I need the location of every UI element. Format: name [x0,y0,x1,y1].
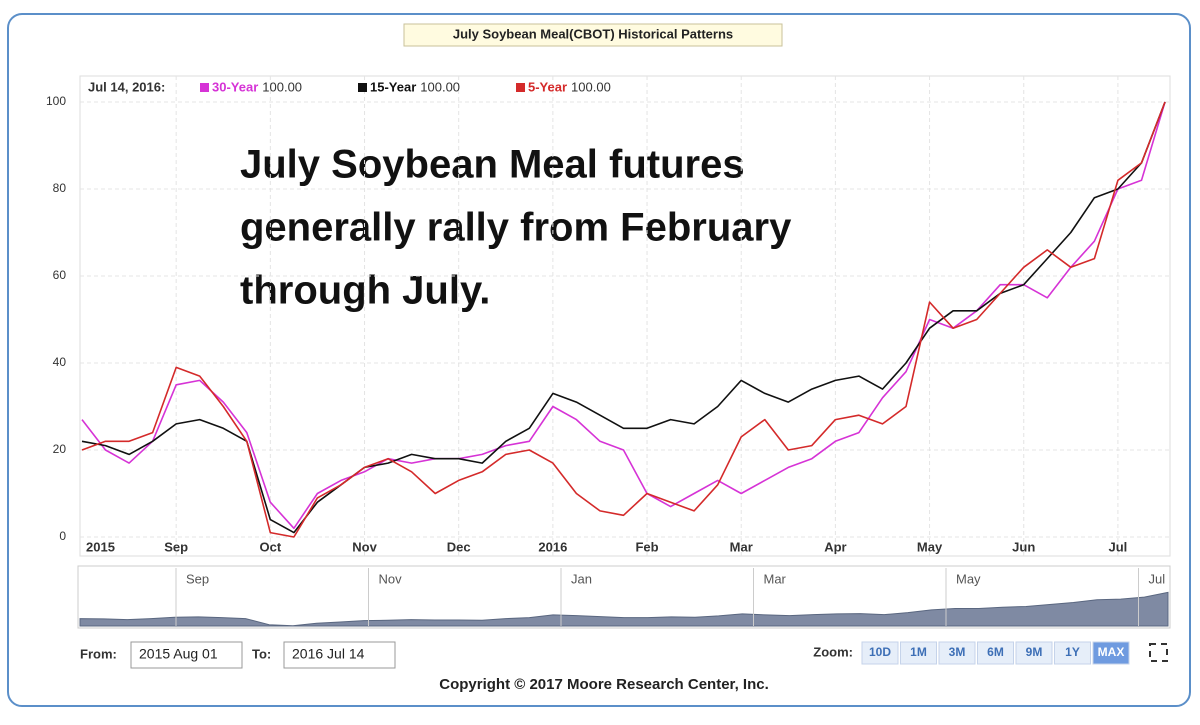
y-tick-label: 20 [53,442,67,456]
from-label: From: [80,646,117,661]
copyright: Copyright © 2017 Moore Research Center, … [439,676,769,693]
x-tick-label: Dec [447,539,471,554]
x-tick-label: Oct [260,539,282,554]
navigator-label: Mar [764,571,787,586]
zoom-button[interactable] [977,641,1014,665]
series-line [81,101,1166,538]
zoom-button-label[interactable]: 1Y [1065,645,1080,659]
navigator-label: Nov [379,571,403,586]
y-tick-label: 40 [53,355,67,369]
navigator-label: Jan [571,571,592,586]
legend-name: 30-Year [212,79,258,94]
x-tick-label: Sep [164,539,188,554]
x-tick-label: 2016 [538,539,567,554]
zoom-button-label[interactable]: 6M [987,645,1004,659]
annotation: through July. [240,269,490,313]
series-line [81,101,1166,534]
y-tick-label: 80 [53,181,67,195]
legend-name: 15-Year [370,79,416,94]
y-tick-label: 0 [59,529,66,543]
zoom-label: Zoom: [813,644,853,659]
navigator-label: May [956,571,981,586]
y-tick-label: 60 [53,268,67,282]
legend-swatch [200,83,209,92]
x-tick-label: May [917,539,943,554]
zoom-button-label[interactable]: 3M [949,645,966,659]
legend-swatch [516,83,525,92]
zoom-button[interactable] [1054,641,1091,665]
annotation: July Soybean Meal futures [240,143,745,187]
annotation: generally rally from February [240,206,792,250]
series-line [81,101,1166,530]
from-input[interactable] [130,641,243,669]
legend-value: 100.00 [571,79,611,94]
legend-name: 5-Year [528,79,567,94]
legend-value: 100.00 [262,79,302,94]
x-tick-label: Feb [635,539,658,554]
x-tick-label: 2015 [86,539,115,554]
title-box [403,23,783,47]
navigator-label: Sep [186,571,209,586]
from-value: 2015 Aug 01 [139,646,218,662]
zoom-button-label[interactable]: 10D [869,645,891,659]
zoom-button-label[interactable]: MAX [1098,645,1125,659]
x-tick-label: Apr [824,539,846,554]
navigator-label: Jul [1149,571,1166,586]
navigator-area [79,591,1169,627]
x-tick-label: Jul [1109,539,1128,554]
zoom-button[interactable] [900,641,937,665]
fullscreen-icon[interactable] [1149,643,1168,662]
zoom-button-label[interactable]: 9M [1026,645,1043,659]
x-tick-label: Nov [352,539,377,554]
zoom-button-label[interactable]: 1M [910,645,927,659]
legend-swatch [358,83,367,92]
zoom-button[interactable] [1015,641,1053,665]
legend-date: Jul 14, 2016: [88,79,165,94]
x-tick-label: Mar [730,539,753,554]
zoom-button[interactable] [861,641,899,665]
zoom-button[interactable] [938,641,976,665]
x-tick-label: Jun [1012,539,1035,554]
to-input[interactable] [283,641,396,669]
zoom-button[interactable] [1092,641,1130,665]
to-label: To: [252,646,271,661]
chart-title: July Soybean Meal(CBOT) Historical Patte… [453,26,733,41]
y-tick-label: 100 [46,94,66,108]
to-value: 2016 Jul 14 [292,646,365,662]
legend-value: 100.00 [420,79,460,94]
